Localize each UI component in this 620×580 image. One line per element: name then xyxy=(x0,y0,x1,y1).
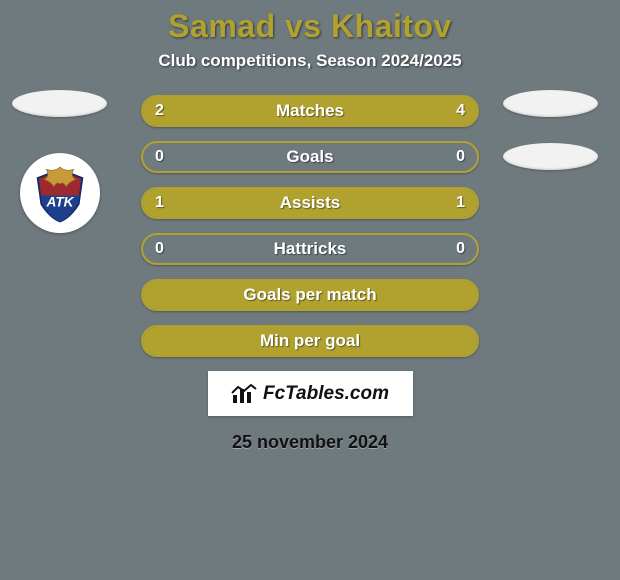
player-pill xyxy=(12,90,107,117)
player-right-name: Khaitov xyxy=(331,8,452,44)
player-pill xyxy=(503,143,598,170)
date-text: 25 november 2024 xyxy=(232,432,388,453)
watermark-badge: FcTables.com xyxy=(208,371,413,416)
stat-value-right: 0 xyxy=(456,148,465,166)
watermark-text: FcTables.com xyxy=(263,383,389,405)
chart-icon xyxy=(231,383,257,405)
stat-bar: Hattricks0 0 xyxy=(141,233,479,265)
stat-bar: Matches2 4 xyxy=(141,95,479,127)
stat-value-left: 0 xyxy=(155,148,164,166)
comparison-area: ATK Matches24Goals00Assists11Hattricks00… xyxy=(0,95,620,357)
stat-value-left: 1 xyxy=(155,194,164,212)
left-player-column: ATK xyxy=(12,90,107,233)
stat-label: Matches xyxy=(143,101,477,121)
right-player-column xyxy=(503,90,598,170)
stat-label: Hattricks xyxy=(143,239,477,259)
stat-value-right: 1 xyxy=(456,194,465,212)
stat-label: Goals per match xyxy=(143,285,477,305)
club-badge: ATK xyxy=(20,153,100,233)
infographic: Samad vs Khaitov Club competitions, Seas… xyxy=(0,0,620,580)
stat-label: Assists xyxy=(143,193,477,213)
stat-value-left: 0 xyxy=(155,240,164,258)
stat-value-right: 4 xyxy=(456,102,465,120)
stat-value-left: 2 xyxy=(155,102,164,120)
subtitle: Club competitions, Season 2024/2025 xyxy=(158,51,461,71)
player-left-name: Samad xyxy=(168,8,275,44)
stat-bar: Goals0 0 xyxy=(141,141,479,173)
svg-text:ATK: ATK xyxy=(45,195,74,210)
stat-bar: Goals per match xyxy=(141,279,479,311)
stat-bar: Min per goal xyxy=(141,325,479,357)
stat-value-right: 0 xyxy=(456,240,465,258)
title: Samad vs Khaitov xyxy=(168,8,452,45)
stat-bars: Matches24Goals00Assists11Hattricks00Goal… xyxy=(141,95,479,357)
player-pill xyxy=(503,90,598,117)
vs-text: vs xyxy=(285,8,322,44)
stat-label: Goals xyxy=(143,147,477,167)
stat-bar: Assists1 1 xyxy=(141,187,479,219)
stat-label: Min per goal xyxy=(143,331,477,351)
club-badge-icon: ATK xyxy=(29,162,91,224)
